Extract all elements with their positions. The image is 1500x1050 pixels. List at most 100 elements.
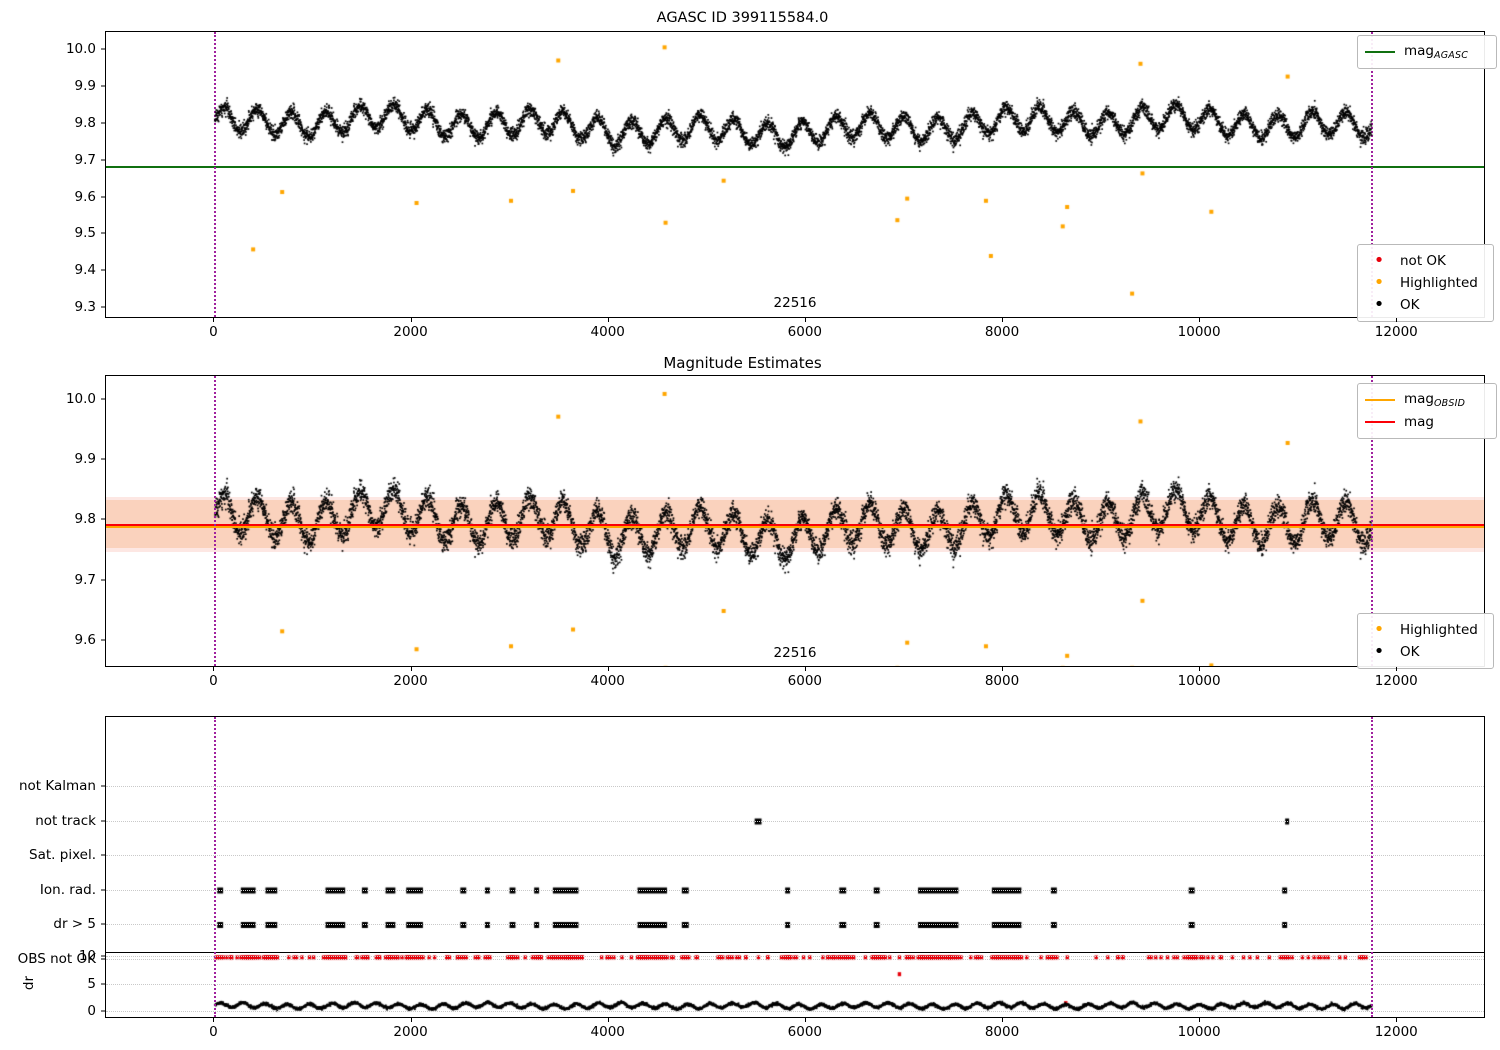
y-axis-tick-label: 10.0 (65, 391, 96, 408)
y-axis-tick-mark (101, 518, 105, 520)
legend-point-status-top[interactable]: • not OK • Highlighted • OK (1357, 244, 1494, 322)
y-axis-tick-label: 9.9 (74, 451, 96, 468)
dr-axis-label: dr (21, 975, 38, 991)
flags-and-dr-panel (105, 716, 1485, 1018)
flag-row-label: not Kalman (18, 778, 96, 794)
x-axis-tick-label-mid: 6000 (787, 673, 823, 689)
x-axis-tick-label-mid: 4000 (590, 673, 625, 689)
legend-row-mag-agasc: magAGASC (1365, 41, 1487, 63)
flag-gridline (106, 924, 1484, 925)
red-line-swatch (1365, 421, 1395, 423)
flag-row-label: Sat. pixel. (29, 847, 96, 863)
flag-gridline (106, 820, 1484, 822)
flag-tick-mark (101, 785, 105, 787)
flag-gridline (106, 889, 1484, 891)
y-axis-tick-label: 9.9 (74, 78, 96, 95)
y-axis-tick-label: 9.7 (74, 151, 96, 168)
legend-point-status-mid[interactable]: • Highlighted • OK (1357, 613, 1494, 669)
x-axis-tick-label-mid: 10000 (1177, 673, 1221, 689)
flag-tick-mark (101, 854, 105, 856)
x-axis-tick-mark (213, 1018, 215, 1022)
y-axis-tick-mark (101, 232, 105, 234)
middle-panel-title: Magnitude Estimates (663, 354, 822, 372)
flag-row-label: dr > 5 (53, 916, 96, 932)
flag-tick-mark (101, 820, 105, 821)
y-axis-tick-label: 9.6 (74, 631, 96, 648)
y-axis-tick-label: 9.8 (74, 114, 96, 131)
legend-row-mag-obsid: magOBSID (1365, 389, 1487, 411)
x-axis-tick-mark (1396, 1018, 1398, 1022)
obsid-end-line-mid (1370, 376, 1373, 666)
y-axis-tick-label: 9.4 (74, 262, 96, 279)
legend-label-ok-mid: OK (1400, 644, 1420, 660)
flag-gridline (106, 786, 1484, 787)
top-scatter-points (106, 32, 1484, 317)
y-axis-tick-mark (101, 458, 105, 460)
x-axis-tick-label-mid: 12000 (1374, 673, 1418, 689)
x-axis-tick-mark (410, 318, 412, 322)
y-axis-tick-mark (101, 639, 105, 641)
dr-y-tick-label: 0 (87, 1003, 96, 1019)
y-axis-tick-mark (101, 579, 105, 581)
dr-y-tick-label: 10 (78, 948, 96, 965)
dr-y-tick-mark (101, 955, 105, 957)
flag-row-label: not track (35, 812, 96, 829)
legend-mag-lines[interactable]: magOBSID mag (1357, 383, 1497, 439)
y-axis-tick-label: 9.3 (74, 298, 96, 315)
y-axis-tick-label: 9.7 (74, 571, 96, 588)
x-axis-tick-mark (1199, 1018, 1201, 1022)
magnitude-estimates-panel: 22516 (105, 375, 1485, 667)
legend-row-highlighted-mid: • Highlighted (1365, 619, 1484, 641)
obsid-annotation-top: 22516 (773, 295, 817, 312)
x-axis-tick-label-bot: 10000 (1177, 1024, 1221, 1040)
x-axis-tick-label-top: 4000 (590, 324, 625, 340)
y-axis-tick-label: 9.6 (74, 188, 96, 205)
x-axis-tick-label-mid: 2000 (393, 673, 428, 689)
x-axis-tick-label-top: 8000 (984, 324, 1020, 340)
flag-gridline (106, 958, 1484, 960)
mag-obsid-line (106, 526, 1484, 529)
x-axis-tick-label-bot: 8000 (984, 1024, 1020, 1040)
y-axis-tick-label: 9.5 (74, 225, 96, 242)
legend-row-ok: • OK (1365, 294, 1484, 316)
red-dot-swatch: • (1373, 250, 1385, 271)
x-axis-tick-label-top: 2000 (393, 324, 428, 340)
y-axis-tick-label: 10.0 (65, 41, 96, 58)
obsid-end-line-bot (1370, 717, 1373, 1017)
x-axis-tick-mark (1002, 667, 1003, 671)
flag-tick-mark (101, 923, 105, 925)
orange-dot-swatch: • (1373, 619, 1385, 640)
x-axis-tick-mark (1396, 318, 1398, 322)
x-axis-tick-label-bot: 0 (209, 1024, 218, 1040)
y-axis-tick-mark (101, 306, 105, 308)
x-axis-tick-mark (1002, 1018, 1003, 1022)
x-axis-tick-mark (1199, 318, 1201, 322)
black-dot-swatch: • (1373, 294, 1385, 315)
legend-mag-agasc[interactable]: magAGASC (1357, 35, 1497, 69)
x-axis-tick-label-bot: 6000 (787, 1024, 823, 1040)
flag-row-label: Ion. rad. (39, 881, 96, 898)
legend-label-mag-obsid: magOBSID (1404, 391, 1466, 409)
x-axis-tick-mark (410, 667, 412, 671)
x-axis-tick-mark (607, 318, 609, 322)
flag-tick-mark (101, 958, 105, 959)
x-axis-tick-label-top: 0 (209, 324, 218, 340)
legend-label-ok: OK (1400, 297, 1420, 313)
x-axis-tick-mark (1396, 667, 1398, 671)
legend-row-not-ok: • not OK (1365, 250, 1484, 272)
flag-tick-mark (101, 889, 105, 890)
black-dot-swatch: • (1373, 641, 1385, 662)
x-axis-tick-mark (410, 1018, 412, 1022)
x-axis-tick-label-bot: 2000 (393, 1024, 428, 1040)
x-axis-tick-label-mid: 0 (209, 673, 218, 689)
dr-y-tick-mark (101, 983, 105, 985)
legend-row-highlighted: • Highlighted (1365, 272, 1484, 294)
dr-y-tick-mark (101, 1010, 105, 1012)
top-panel-title: AGASC ID 399115584.0 (656, 10, 829, 26)
x-axis-tick-label-top: 10000 (1177, 324, 1221, 340)
y-axis-tick-mark (101, 398, 105, 400)
x-axis-tick-label-mid: 8000 (984, 673, 1020, 689)
y-axis-tick-mark (101, 122, 105, 124)
orange-line-swatch (1365, 399, 1395, 401)
legend-label-mag: mag (1404, 414, 1434, 430)
